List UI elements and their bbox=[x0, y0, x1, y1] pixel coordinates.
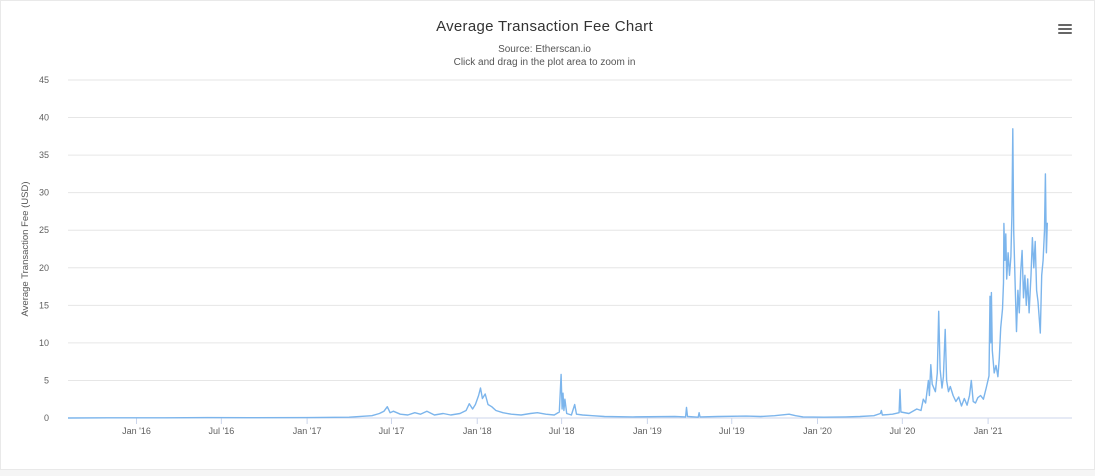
chart-title: Average Transaction Fee Chart bbox=[436, 18, 653, 35]
y-axis-label: Average Transaction Fee (USD) bbox=[20, 182, 31, 317]
x-tick-label: Jan '18 bbox=[463, 426, 492, 436]
y-tick-label: 40 bbox=[39, 113, 49, 123]
y-tick-label: 5 bbox=[44, 375, 49, 385]
x-tick-label: Jul '17 bbox=[379, 426, 405, 436]
series-area[interactable] bbox=[67, 128, 1048, 419]
x-axis: Jan '16 Jul '16 Jan '17 Jul '17 Jan '18 Jul '… bbox=[122, 418, 1002, 436]
x-tick-label: Jul '20 bbox=[889, 426, 915, 436]
y-tick-label: 20 bbox=[39, 263, 49, 273]
y-tick-label: 10 bbox=[39, 338, 49, 348]
y-tick-label: 25 bbox=[39, 225, 49, 235]
chart-zoom-hint: Click and drag in the plot area to zoom … bbox=[453, 57, 636, 68]
y-tick-label: 30 bbox=[39, 188, 49, 198]
y-axis: 0 5 10 15 20 25 30 35 40 45 bbox=[39, 75, 49, 423]
chart-source-subtitle: Source: Etherscan.io bbox=[498, 44, 591, 55]
grid-lines bbox=[68, 79, 1072, 419]
x-tick-label: Jan '21 bbox=[974, 426, 1003, 436]
x-tick-label: Jan '20 bbox=[803, 426, 832, 436]
x-tick-label: Jan '17 bbox=[293, 426, 322, 436]
x-tick-label: Jul '18 bbox=[549, 426, 575, 436]
x-tick-label: Jul '16 bbox=[208, 426, 234, 436]
series-line-0[interactable] bbox=[67, 128, 1048, 419]
x-tick-label: Jan '19 bbox=[633, 426, 662, 436]
y-tick-label: 35 bbox=[39, 150, 49, 160]
y-tick-label: 15 bbox=[39, 300, 49, 310]
x-tick-label: Jan '16 bbox=[122, 426, 151, 436]
y-tick-label: 45 bbox=[39, 75, 49, 85]
x-tick-label: Jul '19 bbox=[719, 426, 745, 436]
y-tick-label: 0 bbox=[44, 413, 49, 423]
hamburger-menu-icon[interactable] bbox=[1054, 18, 1076, 40]
